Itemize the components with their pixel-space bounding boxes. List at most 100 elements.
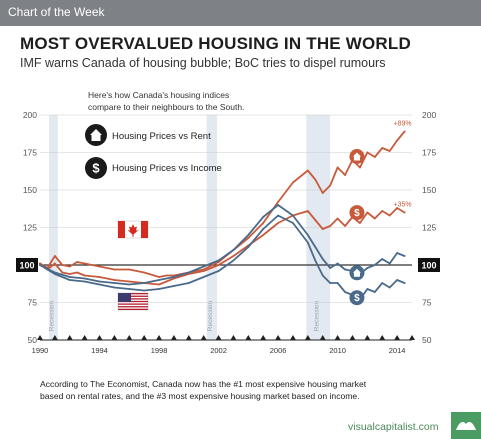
data-point-canada-income-8	[113, 279, 116, 281]
data-point-canada-income-22	[306, 210, 309, 212]
data-point-canada-rent-23	[314, 178, 317, 181]
y-tick-left-50: 50	[28, 335, 38, 345]
data-point-canada-rent-26	[336, 166, 339, 169]
legend-income-dollar-icon: $	[85, 157, 107, 179]
footer-bar	[0, 412, 481, 439]
x-tick-mark-2002	[215, 335, 222, 340]
top-bar: Chart of the Week	[0, 0, 481, 26]
x-tick-mark-1994	[96, 335, 103, 340]
x-tick-label-1998: 1998	[151, 346, 168, 355]
data-point-usa-income-28	[381, 282, 384, 284]
y-tick-left-175: 175	[23, 148, 37, 158]
data-point-canada-income-29	[359, 222, 361, 224]
data-point-canada-rent-27	[344, 174, 346, 176]
data-point-canada-rent-31	[373, 156, 376, 158]
data-point-canada-income-19	[262, 234, 265, 236]
data-point-usa-rent-16	[277, 204, 279, 206]
data-point-canada-rent-30	[366, 151, 369, 154]
svg-text:$: $	[92, 161, 100, 176]
y-tick-right-125: 125	[422, 223, 436, 233]
data-point-canada-income-31	[373, 217, 376, 220]
x-tick-mark-2014	[394, 335, 401, 340]
data-point-usa-income-5	[113, 286, 116, 289]
data-point-usa-income-17	[292, 222, 294, 224]
data-point-canada-rent-32	[381, 147, 384, 149]
data-point-usa-income-18	[306, 241, 309, 244]
data-point-usa-rent-12	[217, 259, 220, 262]
data-point-usa-income-15	[262, 228, 265, 230]
data-point-canada-income-33	[388, 214, 391, 217]
svg-text:$: $	[354, 293, 360, 304]
series-line-canada-income	[39, 207, 406, 286]
chart-of-the-week-label: Chart of the Week	[8, 5, 105, 19]
data-point-canada-income-6	[83, 274, 86, 277]
series-line-canada-rent	[39, 130, 406, 278]
data-point-usa-income-22	[336, 282, 339, 284]
x-tick-mark-2009	[319, 335, 326, 340]
data-point-usa-rent-18	[306, 234, 309, 236]
y-tick-right-150: 150	[422, 185, 436, 195]
x-tick-label-1994: 1994	[91, 346, 108, 355]
data-point-usa-rent-23	[344, 268, 346, 271]
canada-income-end-label: +35%	[394, 202, 412, 209]
x-tick-mark-2004	[245, 335, 252, 340]
legend-intro-line-2: compare to their neighbours to the South…	[88, 102, 244, 112]
x-tick-label-2002: 2002	[210, 346, 227, 355]
data-point-usa-income-3	[83, 280, 86, 283]
data-point-usa-rent-4	[98, 280, 101, 283]
data-point-usa-rent-10	[187, 271, 190, 274]
page-title: MOST OVERVALUED HOUSING IN THE WORLD	[20, 34, 411, 53]
y-tick-right-200: 200	[422, 110, 436, 120]
x-tick-mark-2010	[334, 335, 341, 340]
data-point-canada-rent-7	[98, 265, 101, 268]
data-point-usa-income-12	[217, 270, 220, 272]
x-tick-mark-1991	[51, 335, 58, 340]
y-tick-left-125: 125	[23, 223, 37, 233]
data-point-usa-income-1	[53, 273, 56, 275]
data-point-usa-rent-5	[113, 282, 116, 284]
data-point-usa-rent-20	[321, 258, 324, 260]
data-point-usa-rent-7	[143, 282, 146, 284]
data-point-canada-rent-20	[277, 201, 279, 203]
data-point-usa-income-19	[314, 259, 317, 262]
data-point-usa-income-14	[247, 246, 250, 248]
data-point-canada-income-11	[158, 283, 160, 286]
data-point-usa-rent-2	[68, 276, 71, 278]
data-point-canada-rent-34	[396, 139, 399, 142]
data-point-canada-rent-2	[53, 255, 56, 257]
data-point-usa-rent-11	[202, 265, 205, 268]
data-point-usa-rent-31	[403, 255, 406, 257]
logo-icon	[451, 412, 481, 439]
x-tick-mark-2011	[349, 335, 356, 340]
data-point-usa-income-6	[128, 288, 131, 290]
data-point-usa-income-10	[187, 282, 190, 284]
data-point-canada-income-16	[217, 264, 220, 266]
canada-income-marker-dollar-icon: $	[349, 205, 365, 221]
data-point-canada-income-34	[396, 207, 399, 209]
data-point-usa-rent-28	[381, 258, 384, 260]
x-tick-label-2014: 2014	[389, 346, 406, 355]
data-point-canada-income-26	[336, 217, 339, 220]
x-tick-mark-2013	[379, 335, 386, 340]
x-tick-mark-2000	[185, 335, 192, 340]
source-link[interactable]: visualcapitalist.com	[348, 421, 439, 433]
data-point-usa-income-26	[366, 288, 369, 290]
usa-flag-icon	[117, 292, 149, 311]
x-tick-mark-2015	[409, 335, 415, 340]
usa-rent-marker-house-icon	[349, 265, 365, 281]
legend-rent-house-icon	[85, 124, 107, 146]
data-point-usa-income-30	[396, 279, 399, 281]
data-point-canada-rent-3	[61, 264, 64, 266]
recession-label-0: Recession	[48, 300, 55, 331]
data-point-canada-rent-12	[165, 274, 168, 277]
svg-text:$: $	[354, 208, 360, 219]
x-tick-mark-2007	[289, 335, 296, 340]
x-tick-mark-1993	[81, 335, 88, 340]
data-point-usa-rent-3	[83, 277, 86, 280]
data-point-usa-rent-27	[373, 264, 376, 266]
data-point-usa-rent-30	[396, 252, 399, 254]
data-point-canada-rent-5	[76, 261, 79, 263]
recession-label-1: Recession	[207, 300, 214, 331]
canada-rent-marker-house-icon	[349, 149, 365, 164]
usa-income-marker-dollar-icon: $	[349, 290, 365, 306]
